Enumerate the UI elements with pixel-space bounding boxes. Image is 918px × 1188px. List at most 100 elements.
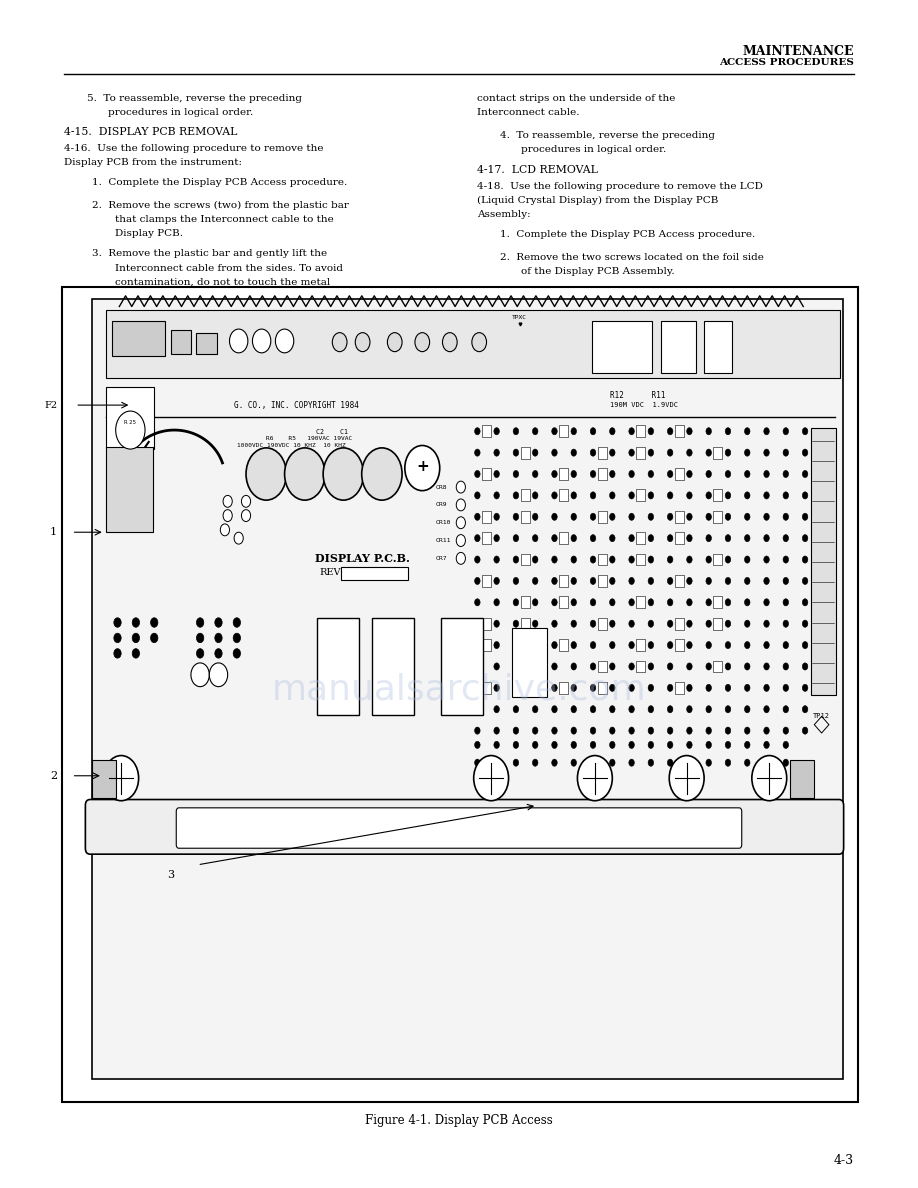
Bar — [559, 639, 568, 651]
Circle shape — [648, 663, 654, 670]
Text: 4-17.  LCD REMOVAL: 4-17. LCD REMOVAL — [477, 165, 599, 175]
Circle shape — [513, 741, 519, 748]
Circle shape — [669, 756, 704, 801]
Circle shape — [610, 428, 615, 435]
Circle shape — [196, 618, 204, 627]
Circle shape — [687, 741, 692, 748]
Circle shape — [513, 642, 519, 649]
Circle shape — [215, 649, 222, 658]
Circle shape — [513, 599, 519, 606]
Circle shape — [233, 649, 241, 658]
Circle shape — [783, 470, 789, 478]
Circle shape — [764, 706, 769, 713]
Bar — [482, 575, 491, 587]
Bar — [598, 511, 607, 523]
Circle shape — [648, 727, 654, 734]
Text: G. CO., INC. COPYRIGHT 1984: G. CO., INC. COPYRIGHT 1984 — [234, 400, 359, 410]
Circle shape — [230, 329, 248, 353]
Circle shape — [706, 759, 711, 766]
Bar — [559, 425, 568, 437]
Text: R12      R11: R12 R11 — [610, 391, 666, 400]
Text: Interconnect cable.: Interconnect cable. — [477, 108, 580, 118]
Circle shape — [744, 741, 750, 748]
Text: CR7: CR7 — [435, 556, 447, 561]
Bar — [482, 639, 491, 651]
Circle shape — [456, 535, 465, 546]
Circle shape — [752, 756, 787, 801]
Bar — [636, 661, 645, 672]
Text: 4-15.  DISPLAY PCB REMOVAL: 4-15. DISPLAY PCB REMOVAL — [64, 127, 238, 137]
Circle shape — [764, 577, 769, 584]
Text: Assembly:: Assembly: — [477, 210, 531, 220]
Circle shape — [241, 495, 251, 507]
Bar — [598, 682, 607, 694]
Circle shape — [590, 577, 596, 584]
Circle shape — [667, 620, 673, 627]
Circle shape — [687, 727, 692, 734]
Circle shape — [475, 577, 480, 584]
Circle shape — [744, 470, 750, 478]
Circle shape — [802, 727, 808, 734]
Circle shape — [687, 577, 692, 584]
Circle shape — [610, 492, 615, 499]
Text: 1000VDC 190VDC 10 KHZ  10 KHZ: 1000VDC 190VDC 10 KHZ 10 KHZ — [237, 443, 345, 448]
Circle shape — [513, 706, 519, 713]
Circle shape — [629, 706, 634, 713]
Circle shape — [571, 759, 577, 766]
Circle shape — [744, 706, 750, 713]
Circle shape — [494, 599, 499, 606]
Text: (Liquid Crystal Display) from the Display PCB: (Liquid Crystal Display) from the Displa… — [477, 196, 719, 206]
Bar — [106, 387, 154, 449]
Bar — [559, 682, 568, 694]
Bar — [171, 330, 191, 354]
Circle shape — [725, 759, 731, 766]
Circle shape — [571, 599, 577, 606]
Circle shape — [764, 599, 769, 606]
Text: 190M VDC  1.9VDC: 190M VDC 1.9VDC — [610, 402, 678, 409]
Circle shape — [802, 428, 808, 435]
Circle shape — [648, 535, 654, 542]
Circle shape — [571, 492, 577, 499]
Circle shape — [472, 333, 487, 352]
Text: REV: REV — [319, 568, 341, 577]
Circle shape — [571, 727, 577, 734]
Circle shape — [532, 513, 538, 520]
Circle shape — [648, 513, 654, 520]
Circle shape — [725, 556, 731, 563]
Circle shape — [610, 620, 615, 627]
Circle shape — [802, 620, 808, 627]
Text: 2: 2 — [50, 771, 57, 781]
Bar — [317, 618, 359, 715]
Bar — [713, 661, 722, 672]
Bar — [704, 321, 732, 373]
Circle shape — [783, 577, 789, 584]
Circle shape — [494, 492, 499, 499]
Circle shape — [532, 577, 538, 584]
Text: R6    R5   190VAC 19VAC: R6 R5 190VAC 19VAC — [266, 436, 353, 441]
Circle shape — [629, 535, 634, 542]
Circle shape — [494, 620, 499, 627]
Text: TP12: TP12 — [813, 713, 830, 719]
Circle shape — [532, 492, 538, 499]
Text: R 25: R 25 — [124, 421, 137, 425]
Circle shape — [513, 513, 519, 520]
Circle shape — [764, 642, 769, 649]
Text: Interconnect cable from the sides. To avoid: Interconnect cable from the sides. To av… — [115, 264, 342, 273]
Circle shape — [532, 449, 538, 456]
Circle shape — [355, 333, 370, 352]
Circle shape — [456, 552, 465, 564]
Circle shape — [802, 535, 808, 542]
Circle shape — [802, 556, 808, 563]
Circle shape — [513, 577, 519, 584]
Circle shape — [233, 633, 241, 643]
Bar — [675, 682, 684, 694]
Circle shape — [687, 492, 692, 499]
Circle shape — [744, 428, 750, 435]
Bar — [636, 554, 645, 565]
Circle shape — [783, 620, 789, 627]
Bar — [790, 760, 814, 798]
Circle shape — [802, 706, 808, 713]
Circle shape — [648, 620, 654, 627]
Circle shape — [332, 333, 347, 352]
Circle shape — [513, 535, 519, 542]
